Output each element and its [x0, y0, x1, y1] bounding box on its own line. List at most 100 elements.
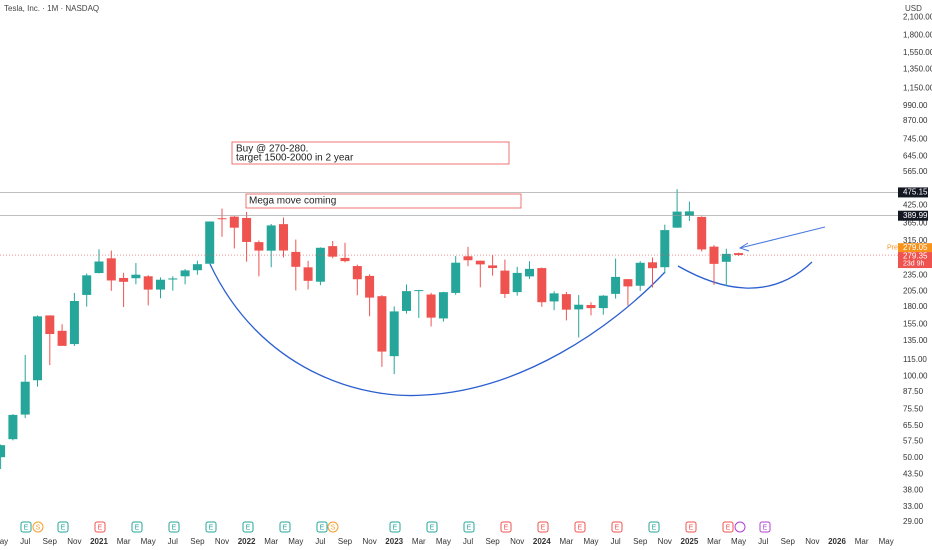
candle-body: [721, 253, 731, 262]
x-tick-label: 2022: [238, 537, 256, 546]
x-tick-label: Nov: [215, 537, 229, 546]
x-tick-label: Jul: [758, 537, 768, 546]
x-tick-label: May: [288, 537, 303, 546]
x-tick-label: Mar: [855, 537, 869, 546]
candle-body: [660, 230, 670, 268]
x-tick-label: Sep: [190, 537, 205, 546]
candle-body: [598, 295, 608, 309]
arrow-head: [738, 242, 750, 252]
y-tick-label: 565.00: [903, 167, 928, 176]
x-tick-label: Mar: [412, 537, 426, 546]
y-tick-label: 180.00: [903, 302, 928, 311]
event-icon: [426, 521, 438, 533]
event-icon: [32, 521, 44, 533]
x-tick-label: Sep: [781, 537, 796, 546]
y-tick-label: 365.00: [903, 219, 928, 228]
event-label: E: [135, 524, 140, 531]
x-tick-label: Jul: [315, 537, 325, 546]
event-icon: [327, 521, 339, 533]
y-tick-label: 990.00: [903, 101, 928, 110]
event-label: E: [320, 524, 325, 531]
candle-body: [611, 276, 621, 294]
event-icon: [648, 521, 660, 533]
premarket-bg: [898, 243, 932, 253]
candle-body: [340, 257, 350, 262]
event-icon: [131, 521, 143, 533]
y-tick-label: 57.50: [903, 437, 924, 446]
candle-body: [143, 276, 153, 290]
y-tick-label: 645.00: [903, 151, 928, 160]
candle-body: [574, 304, 584, 310]
candle-body: [180, 270, 190, 277]
y-tick-label: 87.50: [903, 387, 924, 396]
y-tick-label: 1,550.00: [903, 48, 932, 57]
x-tick-label: Jul: [168, 537, 178, 546]
candle-body: [414, 290, 424, 292]
y-tick-label: 43.50: [903, 469, 924, 478]
x-tick-label: May: [436, 537, 451, 546]
y-tick-label: 50.00: [903, 453, 924, 462]
x-tick-label: Jul: [20, 537, 30, 546]
premarket-label: 279.05: [903, 243, 928, 252]
event-label: E: [61, 524, 66, 531]
y-tick-label: 1,800.00: [903, 30, 932, 39]
x-tick-label: Sep: [338, 537, 353, 546]
x-tick-label: Mar: [707, 537, 721, 546]
candle-body: [451, 262, 461, 293]
event-label: E: [467, 524, 472, 531]
event-label: S: [331, 524, 336, 531]
x-tick-label: Nov: [362, 537, 376, 546]
event-icon: [205, 521, 217, 533]
arrow: [739, 226, 826, 249]
x-tick-label: Jul: [610, 537, 620, 546]
y-tick-label: 425.00: [903, 201, 928, 210]
event-label: E: [393, 524, 398, 531]
candle-body: [69, 300, 79, 345]
annotation: Buy @ 270-280.: [236, 144, 308, 155]
level-label: 389.99: [903, 211, 928, 220]
event-label: E: [763, 524, 768, 531]
annotation: Mega move coming: [249, 196, 336, 207]
x-tick-label: Mar: [264, 537, 278, 546]
annotation: target 1500-2000 in 2 year: [236, 153, 354, 164]
level-label-bg: [898, 210, 928, 221]
x-tick-label: May: [731, 537, 746, 546]
y-tick-label: 65.50: [903, 421, 924, 430]
handle-curve: [677, 261, 813, 289]
y-tick-label: 870.00: [903, 116, 928, 125]
last-price-label: 279.35: [903, 252, 928, 261]
y-tick-label: 135.00: [903, 336, 928, 345]
x-tick-label: Jul: [463, 537, 473, 546]
x-tick-label: Nov: [67, 537, 81, 546]
countdown: 23d 9h: [903, 260, 925, 267]
candles: [0, 189, 744, 470]
candle-body: [192, 264, 202, 271]
candle-body: [57, 330, 67, 346]
event-icon: [759, 521, 771, 533]
y-tick-label: 315.00: [903, 236, 928, 245]
candle-body: [426, 294, 436, 318]
event-label: E: [283, 524, 288, 531]
currency: USD: [905, 4, 922, 13]
candle-body: [525, 268, 534, 277]
event-label: E: [98, 524, 103, 531]
event-icon: [279, 521, 291, 533]
candle-body: [365, 275, 375, 298]
candle-body: [648, 262, 657, 269]
x-tick-label: May: [0, 537, 8, 546]
candle-body: [438, 292, 448, 319]
y-tick-label: 29.00: [903, 517, 924, 526]
candle-body: [266, 225, 276, 251]
event-icon: [685, 521, 697, 533]
event-icon: [242, 521, 254, 533]
event-icon: [500, 521, 512, 533]
event-label: E: [24, 524, 29, 531]
event-icon: [574, 521, 586, 533]
event-label: E: [726, 524, 731, 531]
event-label: E: [209, 524, 214, 531]
candle-body: [106, 258, 116, 281]
candle-body: [45, 315, 55, 335]
x-tick-label: Sep: [43, 537, 58, 546]
y-tick-label: 100.00: [903, 371, 928, 380]
